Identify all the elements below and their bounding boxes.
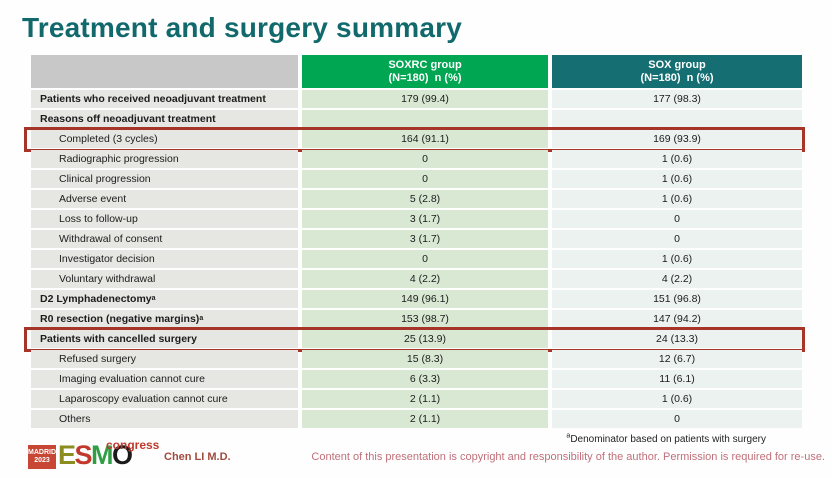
table-row: D2 Lymphadenectomy a 149 (96.1) 151 (96.8) (31, 290, 802, 308)
sox-value-cell: 1 (0.6) (552, 390, 802, 408)
row-label: Imaging evaluation cannot cure (31, 370, 298, 388)
sox-value-cell: 1 (0.6) (552, 250, 802, 268)
soxrc-value-cell: 3 (1.7) (302, 230, 548, 248)
sox-value-cell: 11 (6.1) (552, 370, 802, 388)
table-row: Laparoscopy evaluation cannot cure 2 (1.1… (31, 390, 802, 408)
sox-value-cell: 151 (96.8) (552, 290, 802, 308)
soxrc-value-cell: 15 (8.3) (302, 350, 548, 368)
sox-value-cell (552, 110, 802, 128)
esmo-letter: E (58, 440, 76, 470)
table-row: Refused surgery 15 (8.3) 12 (6.7) (31, 350, 802, 368)
footnote-text: Denominator based on patients with surge… (570, 434, 766, 445)
footnote-superscript: a (566, 432, 571, 440)
table-row: Adverse event 5 (2.8) 1 (0.6) (31, 190, 802, 208)
row-label: Patients with cancelled surgery (31, 330, 298, 348)
footnote: aDenominator based on patients with surg… (566, 432, 766, 445)
table-row: Loss to follow-up 3 (1.7) 0 (31, 210, 802, 228)
sox-group-sub: (N=180) n (%) (640, 71, 714, 84)
table-header-row: SOXRC group (N=180) n (%) SOX group (N=1… (31, 55, 802, 88)
soxrc-value-cell: 4 (2.2) (302, 270, 548, 288)
table-row: Investigator decision 0 1 (0.6) (31, 250, 802, 268)
soxrc-value-cell: 5 (2.8) (302, 190, 548, 208)
table-row-highlighted: Patients with cancelled surgery 25 (13.9)… (24, 326, 805, 352)
sox-value-cell: 0 (552, 410, 802, 428)
row-label: Refused surgery (31, 350, 298, 368)
soxrc-value-cell: 2 (1.1) (302, 410, 548, 428)
sox-value-cell: 0 (552, 230, 802, 248)
page-title: Treatment and surgery summary (22, 12, 462, 43)
esmo-letter: M (91, 440, 114, 470)
sox-value-cell: 177 (98.3) (552, 90, 802, 108)
sox-value-cell: 1 (0.6) (552, 150, 802, 168)
esmo-letter: S (74, 440, 93, 470)
label-column-header (31, 55, 298, 88)
sox-value-cell: 12 (6.7) (552, 350, 802, 368)
row-label: Patients who received neoadjuvant treatm… (31, 90, 298, 108)
table-row: Withdrawal of consent 3 (1.7) 0 (31, 230, 802, 248)
madrid-2023-badge: MADRID 2023 (28, 445, 56, 469)
summary-table: SOXRC group (N=180) n (%) SOX group (N=1… (24, 55, 805, 430)
table-row: Clinical progression 0 1 (0.6) (31, 170, 802, 188)
sox-value-cell: 147 (94.2) (552, 310, 802, 328)
congress-label: congress (106, 438, 160, 452)
soxrc-group-name: SOXRC group (388, 58, 462, 71)
table-row: Others 2 (1.1) 0 (31, 410, 802, 428)
row-label: Others (31, 410, 298, 428)
row-label: Radiographic progression (31, 150, 298, 168)
soxrc-value-cell: 179 (99.4) (302, 90, 548, 108)
soxrc-value-cell: 0 (302, 150, 548, 168)
row-label: Laparoscopy evaluation cannot cure (31, 390, 298, 408)
author-name: Chen LI M.D. (164, 451, 231, 463)
esmo-letter: O (112, 440, 133, 470)
table-row: Voluntary withdrawal 4 (2.2) 4 (2.2) (31, 270, 802, 288)
row-label: Reasons off neoadjuvant treatment (31, 110, 298, 128)
soxrc-value-cell: 153 (98.7) (302, 310, 548, 328)
row-label: Voluntary withdrawal (31, 270, 298, 288)
madrid-label: MADRID (28, 449, 56, 456)
soxrc-value-cell: 164 (91.1) (302, 130, 548, 148)
sox-group-name: SOX group (648, 58, 706, 71)
sox-value-cell: 24 (13.3) (552, 330, 802, 348)
soxrc-value-cell: 2 (1.1) (302, 390, 548, 408)
table-row: Reasons off neoadjuvant treatment (31, 110, 802, 128)
esmo-wordmark: ESMO (58, 439, 133, 471)
year-label: 2023 (34, 457, 50, 464)
soxrc-value-cell: 6 (3.3) (302, 370, 548, 388)
row-label: Investigator decision (31, 250, 298, 268)
soxrc-value-cell: 0 (302, 170, 548, 188)
table-row: Patients who received neoadjuvant treatm… (31, 90, 802, 108)
soxrc-column-header: SOXRC group (N=180) n (%) (302, 55, 548, 88)
sox-value-cell: 0 (552, 210, 802, 228)
sox-value-cell: 1 (0.6) (552, 190, 802, 208)
sox-value-cell: 169 (93.9) (552, 130, 802, 148)
table-row: Imaging evaluation cannot cure 6 (3.3) 11 … (31, 370, 802, 388)
row-label: D2 Lymphadenectomy a (31, 290, 298, 308)
row-label: Loss to follow-up (31, 210, 298, 228)
row-label: R0 resection (negative margins) a (31, 310, 298, 328)
sox-value-cell: 1 (0.6) (552, 170, 802, 188)
sox-value-cell: 4 (2.2) (552, 270, 802, 288)
table-row: R0 resection (negative margins) a 153 (98.… (31, 310, 802, 328)
soxrc-value-cell: 3 (1.7) (302, 210, 548, 228)
row-label: Withdrawal of consent (31, 230, 298, 248)
copyright-notice: Content of this presentation is copyrigh… (311, 451, 825, 463)
soxrc-value-cell (302, 110, 548, 128)
soxrc-value-cell: 149 (96.1) (302, 290, 548, 308)
table-row-highlighted: Completed (3 cycles) 164 (91.1) 169 (93.9) (24, 126, 805, 152)
table-row: Radiographic progression 0 1 (0.6) (31, 150, 802, 168)
sox-column-header: SOX group (N=180) n (%) (552, 55, 802, 88)
row-label: Adverse event (31, 190, 298, 208)
soxrc-value-cell: 0 (302, 250, 548, 268)
soxrc-group-sub: (N=180) n (%) (388, 71, 462, 84)
soxrc-value-cell: 25 (13.9) (302, 330, 548, 348)
table-body: Patients who received neoadjuvant treatm… (24, 90, 805, 428)
row-label: Completed (3 cycles) (31, 130, 298, 148)
row-label: Clinical progression (31, 170, 298, 188)
